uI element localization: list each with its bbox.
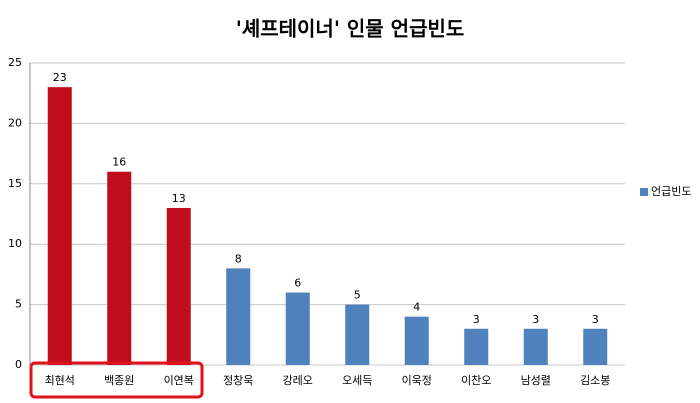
x-tick-label: 이욱정	[402, 374, 432, 387]
y-tick-label: 10	[8, 237, 22, 250]
highlight-box	[29, 361, 204, 399]
bar	[464, 328, 489, 365]
data-label: 3	[592, 313, 599, 326]
x-tick-label: 김소봉	[580, 374, 610, 387]
bar	[523, 328, 548, 365]
x-tick-label: 최현석	[45, 374, 75, 387]
x-tick-label: 강레오	[283, 374, 313, 387]
x-tick-label: 백종원	[104, 374, 134, 387]
x-tick-label: 오세득	[342, 374, 372, 387]
legend-swatch	[640, 188, 648, 196]
bar	[285, 292, 310, 365]
data-label: 23	[53, 71, 67, 84]
y-tick-label: 0	[15, 358, 22, 371]
bar	[404, 316, 429, 365]
data-label: 6	[294, 277, 301, 290]
legend-label: 언급빈도	[651, 185, 691, 198]
data-label: 3	[473, 313, 480, 326]
bar	[226, 268, 251, 365]
y-tick-label: 25	[8, 56, 22, 69]
chart-title: '셰프테이너' 인물 언급빈도	[236, 17, 465, 41]
x-tick-label: 남성렬	[521, 374, 551, 387]
bar	[47, 87, 72, 365]
y-tick-label: 20	[8, 116, 22, 129]
data-label: 8	[235, 252, 242, 265]
bar	[583, 328, 608, 365]
y-tick-label: 15	[8, 177, 22, 190]
bar	[345, 304, 370, 365]
bar	[166, 207, 191, 365]
x-tick-label: 정창욱	[223, 374, 253, 387]
data-label: 13	[172, 192, 186, 205]
data-label: 4	[413, 301, 420, 314]
x-tick-label: 이찬오	[461, 373, 491, 387]
data-label: 5	[354, 289, 361, 302]
data-label: 3	[532, 313, 539, 326]
x-tick-label: 이연복	[164, 374, 194, 387]
bar	[107, 171, 132, 365]
y-tick-label: 5	[15, 298, 22, 311]
data-label: 16	[112, 156, 126, 169]
